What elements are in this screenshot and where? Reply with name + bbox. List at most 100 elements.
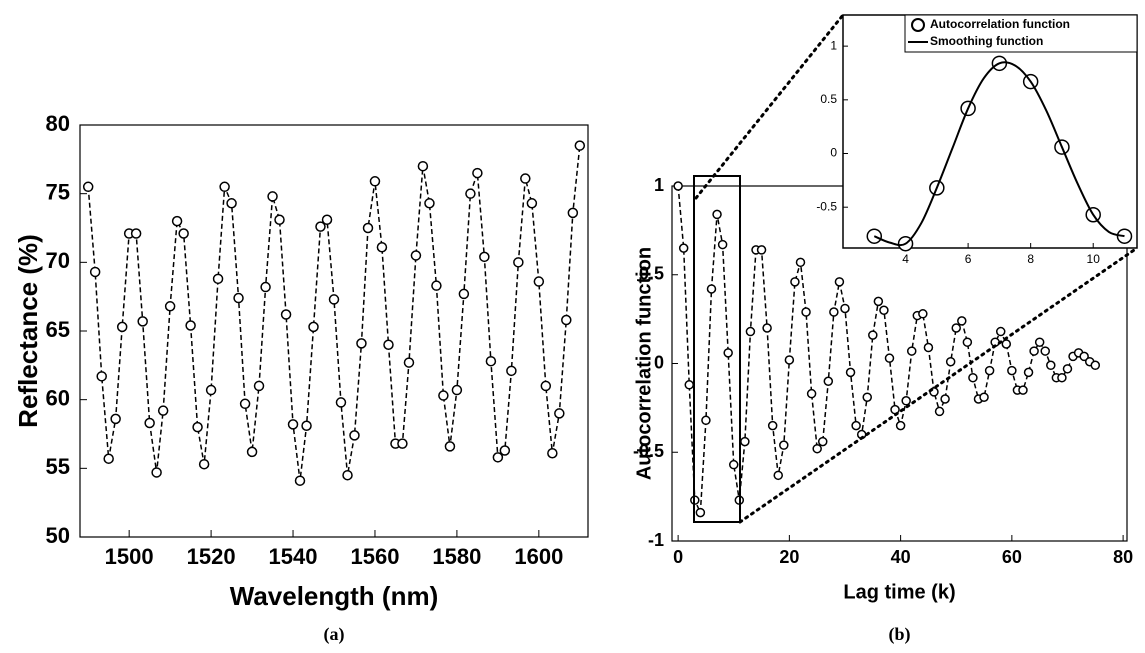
y-tick-label: 65 <box>46 317 70 342</box>
data-point <box>294 475 306 486</box>
caption: (b) <box>889 624 911 645</box>
data-point <box>233 292 244 304</box>
data-point <box>274 214 285 226</box>
data-point <box>335 397 347 408</box>
data-point <box>116 321 128 333</box>
data-point <box>424 198 435 209</box>
data-point <box>740 436 750 447</box>
y-tick-label: 70 <box>46 248 70 273</box>
zoom-connector <box>738 246 1139 524</box>
data-point <box>1040 346 1050 356</box>
data-point <box>130 228 142 239</box>
y-tick-label: 1 <box>654 175 664 195</box>
data-point <box>226 198 237 209</box>
data-point <box>198 458 210 470</box>
data-point <box>485 355 497 367</box>
data-point <box>834 277 845 287</box>
y-tick-label: 0 <box>654 352 664 372</box>
x-tick-label: 1500 <box>105 544 154 569</box>
data-point <box>246 446 258 458</box>
data-point <box>795 257 806 268</box>
data-point <box>219 181 230 193</box>
data-point <box>151 467 162 478</box>
data-point <box>1062 364 1073 374</box>
data-point <box>349 430 360 441</box>
y-tick-label: 55 <box>46 454 70 479</box>
data-point <box>479 251 490 263</box>
data-point <box>520 173 531 184</box>
data-point <box>301 420 312 432</box>
data-point <box>756 245 767 255</box>
zoom-box <box>693 175 741 523</box>
data-point <box>951 323 961 333</box>
data-point <box>315 221 326 232</box>
data-point <box>567 207 579 219</box>
data-point <box>934 406 945 417</box>
data-point <box>328 294 340 305</box>
data-point <box>342 469 353 481</box>
data-point <box>767 420 778 431</box>
data-point <box>923 342 934 353</box>
data-point <box>287 419 299 430</box>
data-point <box>701 415 711 426</box>
data-point <box>492 452 504 463</box>
data-point <box>779 440 789 450</box>
data-point <box>369 176 381 187</box>
data-point <box>723 348 733 358</box>
legend-marker <box>911 18 925 32</box>
data-point <box>89 266 101 278</box>
data-point <box>957 316 967 326</box>
x-tick-label: 40 <box>891 547 911 567</box>
data-point <box>431 280 442 291</box>
data-point <box>239 398 251 410</box>
data-point <box>212 273 224 285</box>
data-point <box>829 307 839 317</box>
y-tick-label: 60 <box>46 385 70 410</box>
data-point <box>280 309 292 320</box>
data-point <box>410 250 422 261</box>
data-point <box>728 459 739 470</box>
data-point <box>103 453 114 464</box>
data-point <box>790 277 800 287</box>
data-point <box>308 321 319 333</box>
data-point <box>164 301 176 312</box>
data-point <box>879 305 889 315</box>
data-point <box>862 392 872 402</box>
x-tick-label: 1560 <box>350 544 399 569</box>
data-point <box>851 420 861 431</box>
data-point <box>444 441 456 452</box>
data-point <box>547 447 558 459</box>
data-point <box>185 320 196 331</box>
data-point <box>906 346 917 356</box>
data-point <box>554 408 565 419</box>
x-tick-label: 60 <box>1002 547 1022 567</box>
data-point <box>901 396 911 406</box>
data-point <box>840 303 850 314</box>
data-point <box>918 309 928 319</box>
data-point <box>438 390 449 401</box>
data-line <box>873 61 1125 247</box>
data-point <box>812 443 822 454</box>
data-point <box>817 436 828 447</box>
y-tick-label: 75 <box>46 179 70 204</box>
data-point <box>940 394 950 404</box>
data-point <box>1029 346 1039 356</box>
inset: 4 6 8 10 -0.5 0 0.5 1 Autocorrelation function Sm… <box>816 14 1138 266</box>
data-point <box>144 417 155 429</box>
data-point <box>1007 365 1017 376</box>
y-tick-label: 0.5 <box>639 264 664 284</box>
data-point <box>673 181 683 191</box>
x-tick-label: 8 <box>1027 252 1034 266</box>
data-point <box>979 392 989 402</box>
data-point <box>253 380 265 392</box>
x-axis-label: Wavelength (nm) <box>230 581 438 611</box>
zoom-connector <box>694 13 845 200</box>
data-point <box>499 445 511 456</box>
data-point <box>762 323 772 333</box>
y-axis-label: Reflectance (%) <box>13 234 43 428</box>
data-point <box>1079 351 1089 362</box>
y-tick-label: 1 <box>830 38 837 52</box>
data-point <box>1001 339 1012 349</box>
x-tick-label: 6 <box>965 252 972 266</box>
